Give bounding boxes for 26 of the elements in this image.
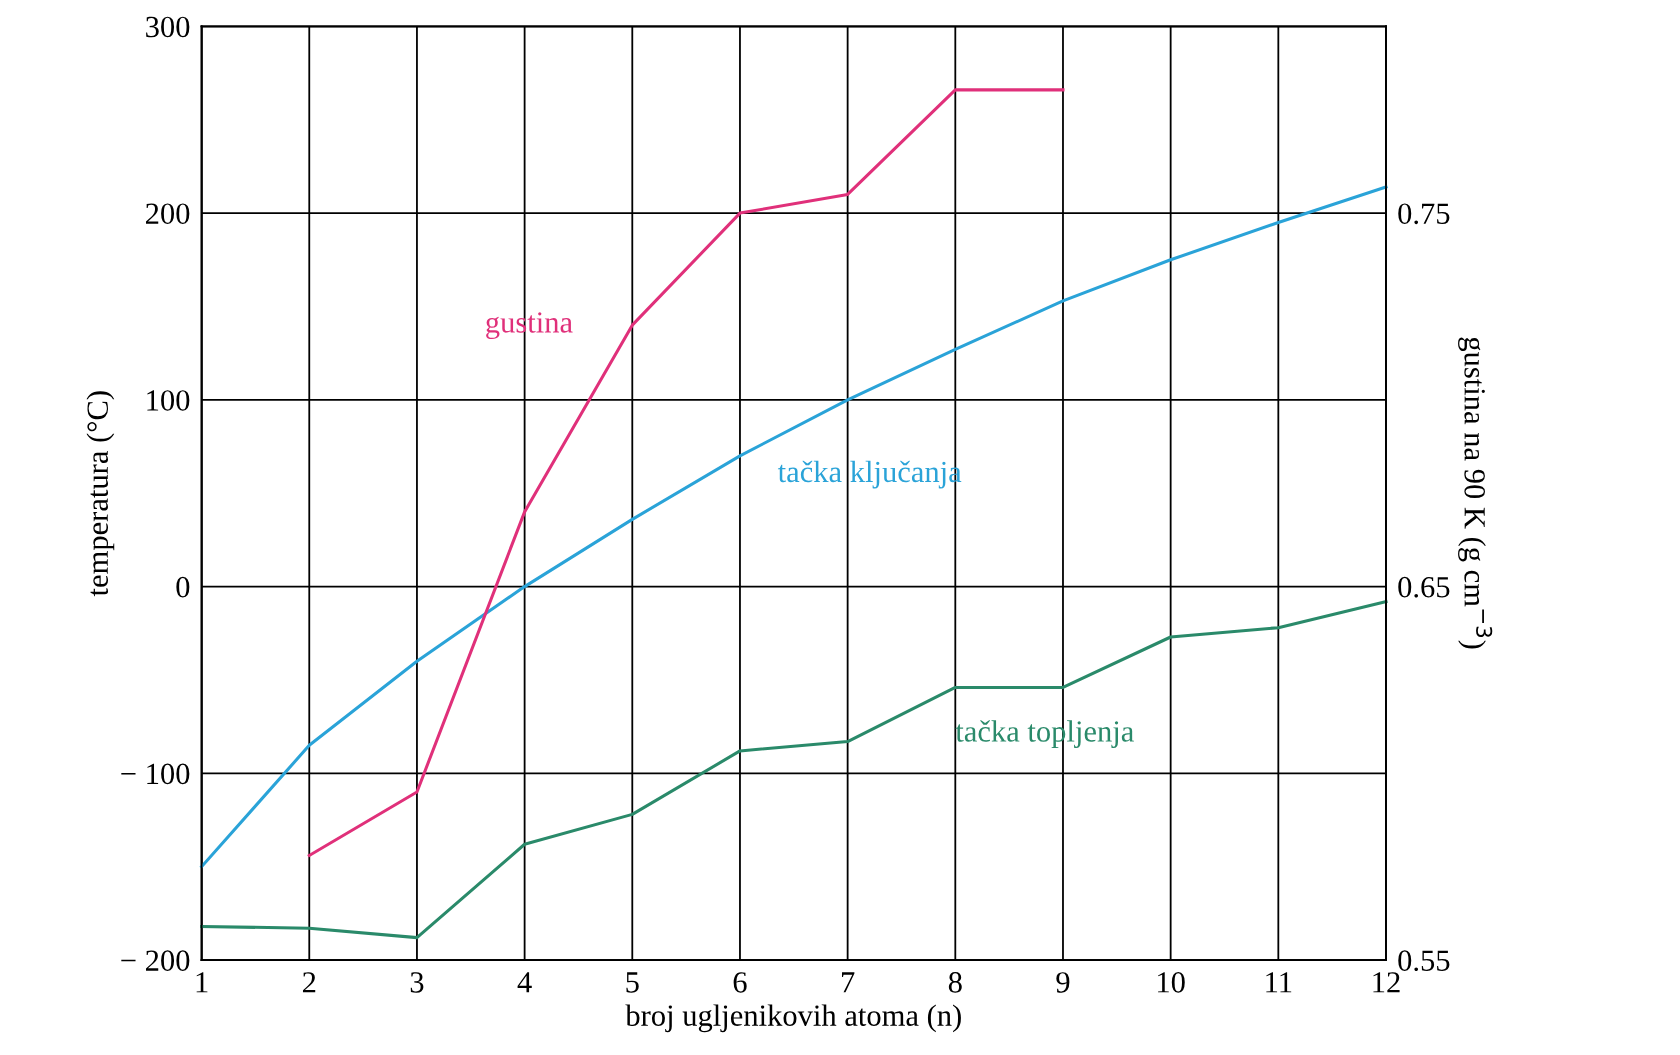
y-tick-label: − 100 — [121, 763, 190, 785]
x-tick-label: 10 — [1158, 972, 1185, 993]
y-tick-label: 200 — [146, 203, 190, 225]
x-tick-label: 4 — [517, 972, 532, 993]
y2-tick-label: 0.55 — [1398, 950, 1450, 972]
y-tick-label: 300 — [146, 16, 190, 38]
line-series — [200, 599, 1388, 940]
y2-tick-label: 0.75 — [1398, 203, 1450, 225]
x-tick-label: 12 — [1373, 972, 1400, 993]
y-tick-label: 0 — [176, 576, 190, 598]
y2-axis-title: gustina na 90 K (g cm$^{−3}$) — [1458, 337, 1493, 649]
x-tick-label: 8 — [948, 972, 962, 993]
x-tick-label: 7 — [842, 972, 855, 993]
x-axis-title: broj ugljenikovih atoma (n) — [625, 1004, 961, 1033]
x-tick-label: 6 — [733, 972, 747, 993]
x-tick-label: 9 — [1056, 972, 1070, 993]
x-tick-label: 3 — [410, 972, 424, 993]
y-tick-label: − 200 — [121, 950, 190, 971]
x-tick-label: 1 — [196, 972, 208, 993]
line-series — [200, 185, 1388, 869]
x-tick-label: 2 — [302, 972, 316, 993]
x-tick-label: 5 — [626, 972, 639, 993]
y2-tick-label: 0.65 — [1398, 576, 1450, 598]
y-axis-title: temperatura (°C) — [86, 391, 115, 597]
y-tick-label: 100 — [147, 390, 190, 411]
x-tick-label: 11 — [1266, 972, 1292, 993]
